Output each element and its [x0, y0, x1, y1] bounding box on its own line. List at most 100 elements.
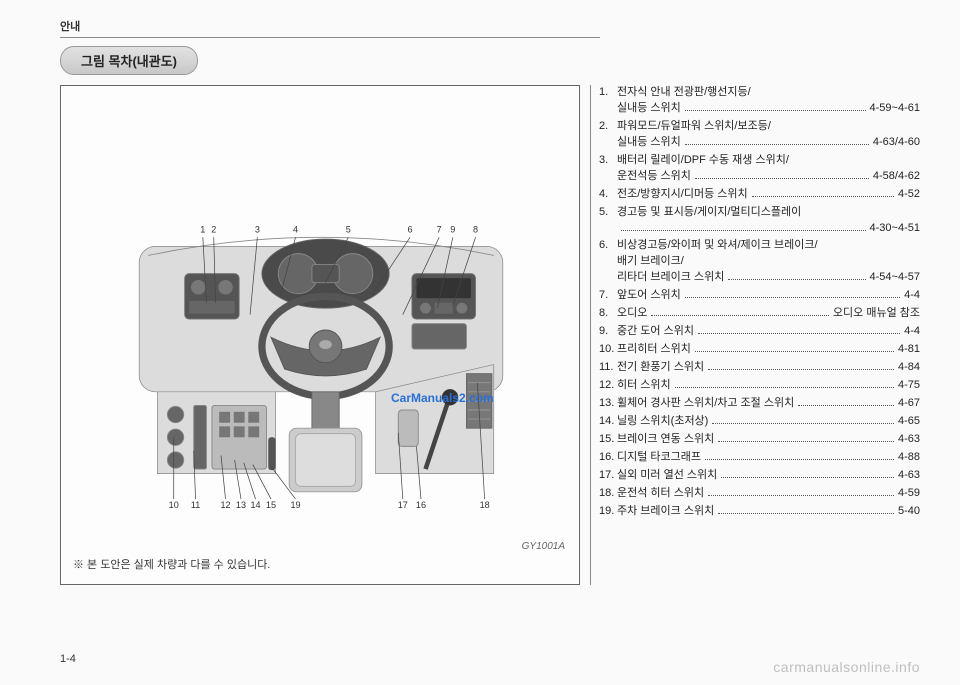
figure-code: GY1001A	[522, 541, 565, 552]
legend-item: 14.닐링 스위치(초저상) 4-65	[599, 414, 920, 430]
svg-text:3: 3	[255, 225, 260, 235]
legend-page: 4-88	[898, 450, 920, 466]
legend-text: 중간 도어 스위치	[617, 324, 694, 340]
legend-page: 4-59~4-61	[870, 101, 920, 117]
legend-text: 경고등 및 표시등/게이지/멀티디스플레이	[617, 205, 801, 221]
legend-page: 4-81	[898, 342, 920, 358]
legend-text: 실내등 스위치	[617, 135, 681, 151]
legend-page: 4-63/4-60	[873, 135, 920, 151]
legend-page: 5-40	[898, 504, 920, 520]
svg-text:8: 8	[473, 225, 478, 235]
legend-page: 4-58/4-62	[873, 169, 920, 185]
svg-text:7: 7	[437, 225, 442, 235]
svg-text:2: 2	[211, 225, 216, 235]
legend-text: 실외 미러 열선 스위치	[617, 468, 717, 484]
legend-item: 4.전조/방향지시/디머등 스위치 4-52	[599, 187, 920, 203]
legend-dots	[752, 196, 894, 197]
legend-page: 4-52	[898, 187, 920, 203]
legend-text: 전기 환풍기 스위치	[617, 360, 704, 376]
legend-dots	[712, 423, 894, 424]
legend-dots	[675, 387, 894, 388]
legend-text: 히터 스위치	[617, 378, 671, 394]
legend-item: 5.경고등 및 표시등/게이지/멀티디스플레이4-30~4-51	[599, 205, 920, 237]
legend-dots	[695, 178, 869, 179]
svg-text:17: 17	[398, 500, 408, 510]
legend-dots	[721, 477, 894, 478]
svg-text:12: 12	[220, 500, 230, 510]
legend-num: 9.	[599, 324, 617, 340]
legend-num: 7.	[599, 288, 617, 304]
legend-item: 13.휠체어 경사판 스위치/차고 조절 스위치4-67	[599, 396, 920, 412]
legend-item: 9.중간 도어 스위치 4-4	[599, 324, 920, 340]
legend-text: 리타더 브레이크 스위치	[617, 270, 724, 286]
page-number: 1-4	[60, 653, 76, 665]
svg-text:5: 5	[346, 225, 351, 235]
legend-text: 비상경고등/와이퍼 및 와셔/제이크 브레이크/	[617, 238, 818, 254]
legend-list: 1.전자식 안내 전광판/행선지등/실내등 스위치4-59~4-612.파워모드…	[590, 85, 920, 585]
legend-dots	[798, 405, 894, 406]
legend-page: 오디오 매뉴얼 참조	[833, 306, 920, 322]
legend-dots	[695, 351, 894, 352]
legend-num: 5.	[599, 205, 617, 221]
legend-text: 파워모드/듀얼파워 스위치/보조등/	[617, 119, 771, 135]
legend-dots	[705, 459, 894, 460]
legend-num: 19.	[599, 504, 617, 520]
legend-text: 앞도어 스위치	[617, 288, 681, 304]
legend-text: 배기 브레이크/	[617, 254, 684, 270]
svg-text:10: 10	[169, 500, 179, 510]
legend-num: 1.	[599, 85, 617, 101]
legend-text: 주차 브레이크 스위치	[617, 504, 714, 520]
figure-note: ※ 본 도안은 실제 차량과 다를 수 있습니다.	[73, 556, 270, 572]
legend-num: 3.	[599, 153, 617, 169]
legend-text: 전자식 안내 전광판/행선지등/	[617, 85, 751, 101]
svg-text:6: 6	[408, 225, 413, 235]
legend-dots	[651, 315, 829, 316]
legend-num: 15.	[599, 432, 617, 448]
legend-text: 전조/방향지시/디머등 스위치	[617, 187, 748, 203]
svg-text:14: 14	[250, 500, 260, 510]
svg-text:18: 18	[480, 500, 490, 510]
legend-num: 12.	[599, 378, 617, 394]
legend-page: 4-63	[898, 432, 920, 448]
legend-page: 4-67	[898, 396, 920, 412]
legend-page: 4-65	[898, 414, 920, 430]
legend-page: 4-63	[898, 468, 920, 484]
legend-item: 19.주차 브레이크 스위치 5-40	[599, 504, 920, 520]
legend-page: 4-84	[898, 360, 920, 376]
legend-text: 브레이크 연동 스위치	[617, 432, 714, 448]
legend-page: 4-54~4-57	[870, 270, 920, 286]
legend-num: 14.	[599, 414, 617, 430]
legend-text: 운전석등 스위치	[617, 169, 691, 185]
legend-item: 15.브레이크 연동 스위치 4-63	[599, 432, 920, 448]
legend-dots	[685, 110, 866, 111]
legend-text: 프리히터 스위치	[617, 342, 691, 358]
svg-text:13: 13	[236, 500, 246, 510]
legend-item: 2.파워모드/듀얼파워 스위치/보조등/실내등 스위치4-63/4-60	[599, 119, 920, 151]
legend-num: 6.	[599, 238, 617, 254]
legend-page: 4-4	[904, 288, 920, 304]
legend-dots	[698, 333, 900, 334]
legend-num: 16.	[599, 450, 617, 466]
svg-text:11: 11	[191, 500, 200, 510]
legend-item: 7.앞도어 스위치 4-4	[599, 288, 920, 304]
legend-page: 4-75	[898, 378, 920, 394]
legend-item: 12.히터 스위치 4-75	[599, 378, 920, 394]
legend-text: 오디오	[617, 306, 647, 322]
legend-dots	[685, 144, 869, 145]
legend-dots	[718, 513, 894, 514]
legend-item: 18.운전석 히터 스위치4-59	[599, 486, 920, 502]
legend-page: 4-4	[904, 324, 920, 340]
legend-item: 10.프리히터 스위치4-81	[599, 342, 920, 358]
legend-text: 배터리 릴레이/DPF 수동 재생 스위치/	[617, 153, 789, 169]
svg-text:16: 16	[416, 500, 426, 510]
legend-text: 운전석 히터 스위치	[617, 486, 704, 502]
legend-num: 4.	[599, 187, 617, 203]
content-row: 123456789 10111213141519171618 CarManual…	[60, 85, 920, 585]
section-title-tab: 그림 목차(내관도)	[60, 46, 198, 75]
legend-item: 16.디지털 타코그래프4-88	[599, 450, 920, 466]
interior-figure: 123456789 10111213141519171618 CarManual…	[60, 85, 580, 585]
legend-num: 13.	[599, 396, 617, 412]
legend-num: 11.	[599, 360, 617, 376]
svg-text:1: 1	[200, 225, 205, 235]
legend-text: 닐링 스위치(초저상)	[617, 414, 708, 430]
